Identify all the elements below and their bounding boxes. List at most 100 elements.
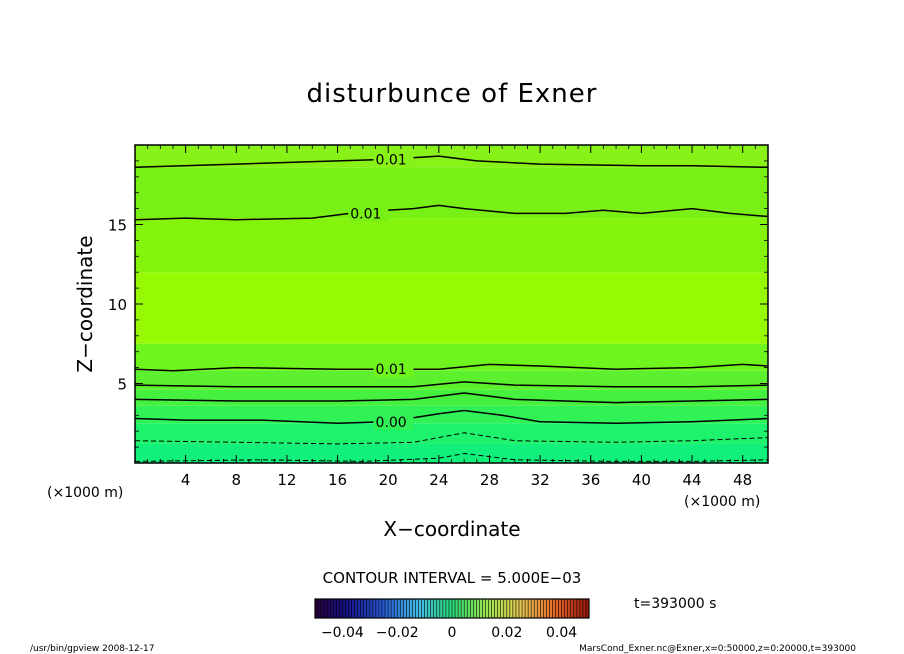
colorbar-cell: [585, 599, 590, 618]
colorbar-cell: [388, 599, 392, 618]
colorbar-cell: [391, 599, 395, 618]
colorbar-frame: [314, 598, 590, 619]
colorbar-cell: [360, 599, 365, 618]
footer-right: MarsCond_Exner.nc@Exner,x=0:50000,z=0:20…: [579, 644, 856, 654]
colorbar-cell: [439, 599, 444, 618]
colorbar: [314, 598, 590, 619]
colorbar-cell: [321, 599, 325, 618]
colorbar-cell: [430, 599, 435, 618]
colorbar-cell: [497, 599, 502, 618]
colorbar-cell: [500, 599, 505, 618]
colorbar-cell: [315, 599, 319, 618]
colorbar-tick-label: 0.04: [546, 625, 577, 641]
contour-line: [135, 381, 768, 388]
colorbar-cell: [394, 599, 398, 618]
colorbar-cell: [509, 599, 514, 618]
colorbar-cell: [525, 599, 529, 618]
contour-label-bg: [373, 414, 414, 431]
color-band: [135, 405, 768, 424]
colorbar-cell: [476, 599, 480, 618]
contour-label: 0.01: [376, 362, 407, 378]
colorbar-cell: [552, 599, 556, 618]
chart-title: disturbunce of Exner: [307, 79, 598, 109]
colorbar-cell: [540, 599, 544, 618]
colorbar-cell: [442, 599, 447, 618]
colorbar-cell: [515, 599, 520, 618]
colorbar-cell: [534, 599, 538, 618]
colorbar-tick-label: 0.02: [491, 625, 522, 641]
colorbar-cell: [573, 599, 578, 618]
x-tick-label: 20: [379, 471, 398, 489]
y-axis-unit: (×1000 m): [47, 485, 123, 501]
color-band: [135, 272, 768, 344]
colorbar-cell: [336, 599, 340, 618]
colorbar-cell: [345, 599, 349, 618]
x-tick-label: 44: [682, 471, 701, 489]
contour-interval: CONTOUR INTERVAL = 5.000E−03: [323, 569, 582, 587]
colorbar-cell: [412, 599, 416, 618]
x-tick-label: 36: [581, 471, 600, 489]
colorbar-cell: [406, 599, 410, 618]
x-tick-label: 12: [277, 471, 296, 489]
colorbar-cell: [582, 599, 587, 618]
contour-line: [135, 409, 768, 425]
colorbar-cell: [546, 599, 550, 618]
colorbar-cell: [403, 599, 407, 618]
contour-line: [135, 155, 768, 169]
x-axis-label: X−coordinate: [383, 517, 520, 541]
y-tick-label: 10: [108, 296, 127, 314]
contour-label-bg: [373, 361, 414, 378]
colorbar-cell: [354, 599, 358, 618]
colorbar-cell: [512, 599, 517, 618]
colorbar-cell: [448, 599, 453, 618]
color-band: [135, 389, 768, 406]
x-tick-label: 48: [733, 471, 752, 489]
colorbar-cell: [421, 599, 425, 618]
colorbar-cell: [366, 599, 371, 618]
colorbar-cell: [458, 599, 462, 618]
colorbar-cell: [522, 599, 526, 618]
colorbar-cell: [555, 599, 559, 618]
colorbar-cell: [506, 599, 511, 618]
colorbar-cell: [452, 599, 456, 618]
colorbar-cell: [473, 599, 477, 618]
color-band: [135, 443, 768, 463]
colorbar-cell: [330, 599, 334, 618]
color-band: [135, 370, 768, 390]
color-band: [135, 423, 768, 444]
colorbar-cell: [567, 599, 572, 618]
colorbar-cell: [324, 599, 328, 618]
colorbar-cell: [327, 599, 331, 618]
colorbar-cell: [570, 599, 575, 618]
colorbar-cell: [357, 599, 361, 618]
y-axis-label: Z−coordinate: [73, 235, 97, 372]
x-tick-label: 16: [328, 471, 347, 489]
colorbar-cell: [433, 599, 438, 618]
colorbar-cell: [455, 599, 459, 618]
colorbar-cell: [543, 599, 547, 618]
colorbar-cell: [445, 599, 450, 618]
colorbar-cell: [397, 599, 401, 618]
x-tick-label: 32: [531, 471, 550, 489]
colorbar-tick-label: −0.02: [376, 625, 419, 641]
contour-line: [135, 363, 768, 372]
colorbar-cell: [479, 599, 483, 618]
y-tick-label: 15: [108, 217, 127, 235]
colorbar-cell: [333, 599, 337, 618]
contour-label: 0.01: [376, 153, 407, 169]
colorbar-cell: [558, 599, 562, 618]
contour-line: [135, 392, 768, 404]
colorbar-cell: [549, 599, 553, 618]
colorbar-cell: [531, 599, 535, 618]
colorbar-cell: [348, 599, 352, 618]
contour-lines: [135, 155, 768, 462]
colorbar-cell: [372, 599, 377, 618]
colorbar-cell: [351, 599, 355, 618]
colorbar-cell: [375, 599, 380, 618]
colorbar-cell: [528, 599, 532, 618]
colorbar-cell: [576, 599, 581, 618]
colorbar-cell: [400, 599, 404, 618]
contour-label-bg: [348, 205, 389, 222]
colorbar-cell: [467, 599, 471, 618]
